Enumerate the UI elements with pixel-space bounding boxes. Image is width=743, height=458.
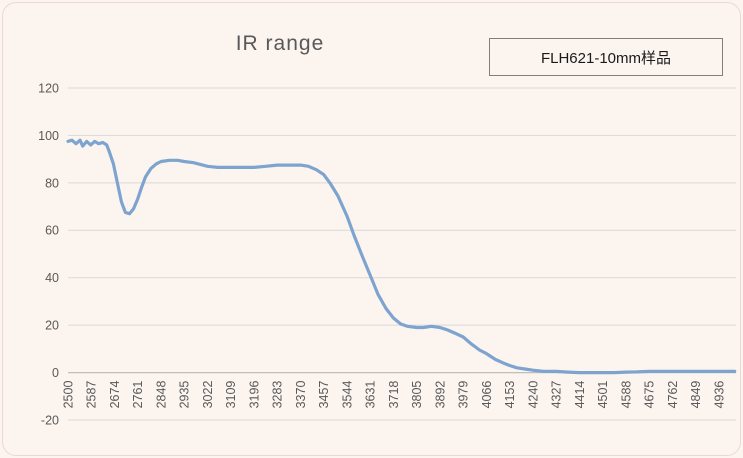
x-axis-tick-label: 4414 bbox=[573, 381, 587, 409]
x-axis-tick-label: 2500 bbox=[61, 381, 75, 409]
x-axis-tick-label: 4501 bbox=[596, 381, 610, 409]
x-axis-tick-label: 2674 bbox=[108, 381, 122, 409]
x-axis-tick-label: 2761 bbox=[131, 381, 145, 409]
x-axis-tick-label: 3892 bbox=[433, 381, 447, 409]
x-axis-tick-label: 3544 bbox=[340, 381, 354, 409]
x-axis-tick-label: 2848 bbox=[154, 381, 168, 409]
x-axis-tick-label: 2935 bbox=[178, 381, 192, 409]
x-axis-tick-label: 3805 bbox=[410, 381, 424, 409]
chart-title: IR range bbox=[235, 32, 325, 55]
y-axis-tick-label: 20 bbox=[45, 318, 59, 332]
x-axis-tick-label: 3109 bbox=[224, 381, 238, 409]
x-axis-tick-label: 3979 bbox=[457, 381, 471, 409]
series-line bbox=[66, 138, 737, 375]
x-axis-tick-label: 3718 bbox=[387, 381, 401, 409]
x-axis-tick-label: 4762 bbox=[666, 381, 680, 409]
x-axis-tick-label: 4066 bbox=[480, 381, 494, 409]
y-axis-tick-label: 80 bbox=[45, 176, 59, 190]
y-axis-tick-label: 0 bbox=[52, 366, 59, 380]
y-axis-tick-label: 40 bbox=[45, 271, 59, 285]
x-axis-tick-label: 3022 bbox=[201, 381, 215, 409]
legend-series-label: FLH621-10mm样品 bbox=[540, 49, 672, 67]
x-axis-tick-label: 4936 bbox=[712, 381, 726, 409]
x-axis-tick-label: 4153 bbox=[503, 381, 517, 409]
x-axis-tick-label: 3283 bbox=[271, 381, 285, 409]
y-axis-tick-label: 120 bbox=[38, 81, 59, 95]
x-axis-tick-label: 3196 bbox=[247, 381, 261, 409]
x-axis-tick-label: 4327 bbox=[550, 381, 564, 409]
x-axis-tick-label: 4675 bbox=[643, 381, 657, 409]
chart-legend: FLH621-10mm样品 bbox=[489, 38, 723, 76]
x-axis-tick-label: 3370 bbox=[294, 381, 308, 409]
y-axis-tick-label: 100 bbox=[38, 129, 59, 143]
x-axis-tick-label: 3457 bbox=[317, 381, 331, 409]
x-axis-tick-label: 4588 bbox=[619, 381, 633, 409]
y-axis-tick-label: -20 bbox=[41, 413, 59, 427]
x-axis-tick-label: 2587 bbox=[85, 381, 99, 409]
y-axis-tick-label: 60 bbox=[45, 224, 59, 238]
x-axis-tick-label: 4849 bbox=[689, 381, 703, 409]
x-axis-tick-label: 4240 bbox=[526, 381, 540, 409]
x-axis-tick-label: 3631 bbox=[364, 381, 378, 409]
